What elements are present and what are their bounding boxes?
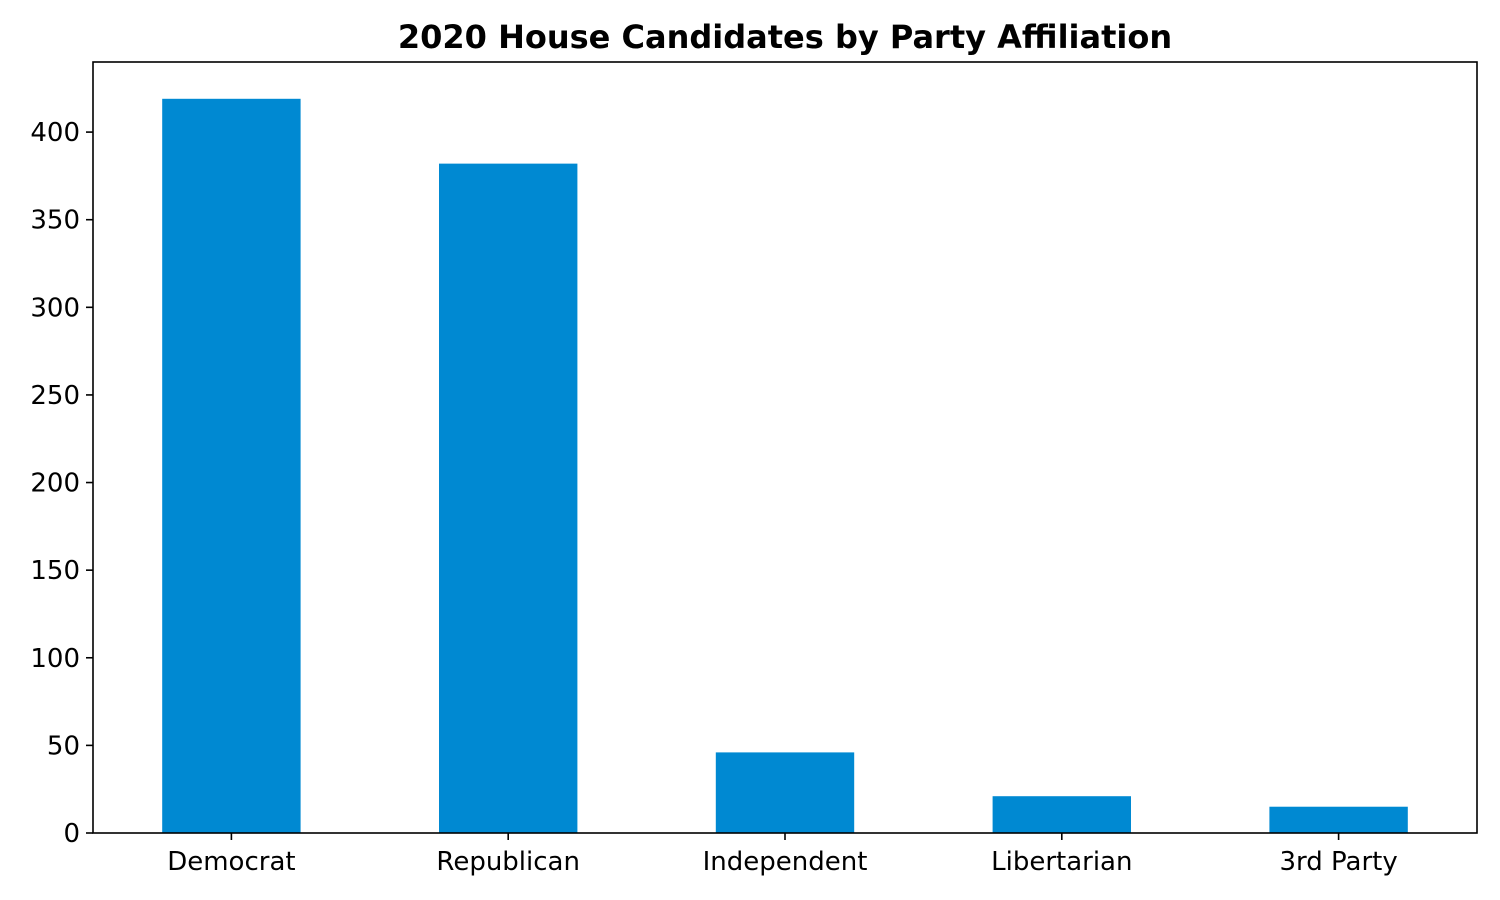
y-tick-label: 400 — [30, 118, 80, 148]
y-tick-label: 200 — [30, 469, 80, 499]
bar-republican — [439, 163, 578, 833]
bar-libertarian — [992, 796, 1131, 833]
axes-frame — [92, 61, 1478, 834]
x-tick-label: Libertarian — [991, 847, 1132, 877]
y-tick-label: 250 — [30, 381, 80, 411]
y-tick-label: 0 — [63, 819, 80, 849]
bar-independent — [715, 752, 855, 833]
chart-title: 2020 House Candidates by Party Affiliati… — [398, 18, 1172, 56]
axes-spines — [92, 61, 1478, 834]
x-tick-label: Independent — [703, 847, 868, 877]
x-tick-label: 3rd Party — [1279, 847, 1397, 877]
bars-group — [162, 98, 1408, 833]
y-tick-label: 100 — [30, 644, 80, 674]
x-axis-ticks: Democrat Republican Independent Libertarian… — [167, 833, 1398, 877]
y-tick-label: 300 — [30, 293, 80, 323]
bar-democrat — [162, 98, 301, 833]
y-tick-label: 50 — [47, 731, 80, 761]
bar-3rd-party — [1269, 806, 1408, 833]
x-tick-label: Republican — [436, 847, 580, 877]
plot-area: 0 50 100 150 200 250 300 350 400 Democrat Republi… — [30, 61, 1478, 877]
y-tick-label: 150 — [30, 556, 80, 586]
y-axis-ticks: 0 50 100 150 200 250 300 350 400 — [30, 118, 93, 849]
y-tick-label: 350 — [30, 206, 80, 236]
x-tick-label: Democrat — [167, 847, 295, 877]
